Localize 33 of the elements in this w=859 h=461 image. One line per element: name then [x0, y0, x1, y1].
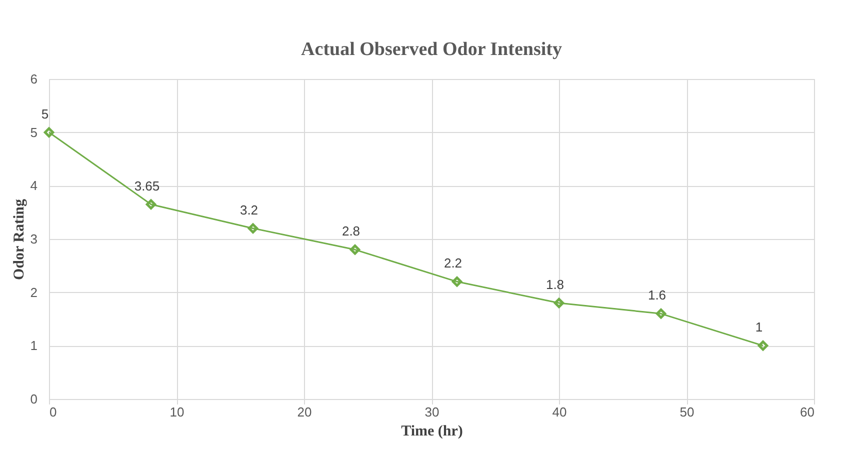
y-axis-title: Odor Rating — [11, 198, 28, 280]
x-tick-label: 0 — [50, 404, 57, 420]
y-tick-label: 1 — [30, 338, 38, 354]
y-tick-label: 5 — [30, 124, 38, 140]
point — [452, 276, 462, 287]
point — [758, 340, 768, 351]
point — [146, 199, 156, 210]
y-tick-label: 4 — [30, 178, 38, 194]
data-label: 3.65 — [134, 178, 160, 194]
data-label: 1.6 — [648, 288, 666, 303]
point — [248, 223, 258, 234]
x-tick-label: 30 — [424, 404, 440, 420]
point — [656, 308, 666, 319]
chart-title: Actual Observed Odor Intensity — [301, 39, 562, 60]
x-axis-title: Time (hr) — [401, 424, 463, 440]
x-tick-label: 40 — [552, 404, 567, 420]
y-tick-label: 3 — [30, 232, 38, 246]
point — [350, 244, 360, 255]
x-tick-label: 10 — [170, 404, 184, 420]
x-tick-label: 60 — [800, 404, 814, 420]
y-tick-label: 0 — [30, 392, 38, 406]
y-tick-label: 6 — [30, 72, 38, 86]
x-tick-label: 50 — [680, 404, 694, 420]
x-tick-label: 20 — [297, 404, 312, 420]
point — [554, 298, 564, 308]
y-tick-label: 2 — [30, 284, 38, 300]
point — [44, 127, 54, 138]
data-label: 5 — [41, 106, 49, 122]
data-label: 1.8 — [546, 277, 564, 292]
data-label: 2.2 — [444, 256, 462, 271]
data-label: 1 — [755, 320, 763, 335]
data-label: 2.8 — [342, 224, 360, 239]
data-label: 3.2 — [240, 202, 258, 218]
